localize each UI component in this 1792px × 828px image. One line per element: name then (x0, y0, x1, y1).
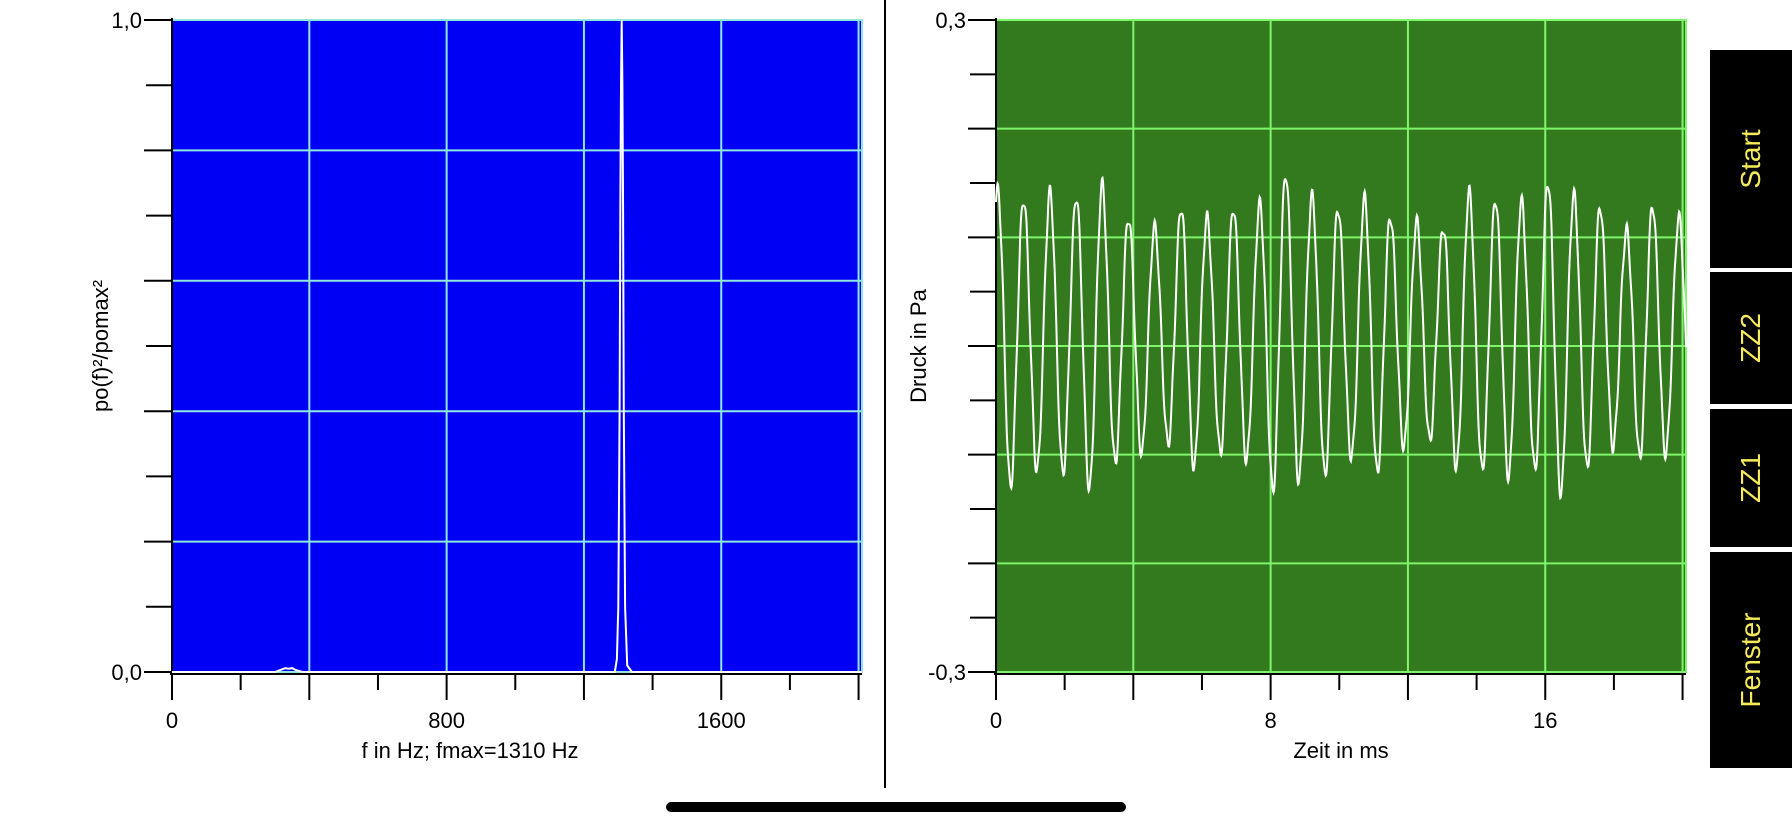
pressure-x-axis-title: Zeit in ms (1293, 738, 1388, 763)
zz1-button[interactable]: ZZ1 (1710, 409, 1792, 547)
spectrum-axis (144, 18, 862, 700)
start-button-label: Start (1735, 129, 1766, 189)
zz2-button-label: ZZ2 (1735, 313, 1766, 363)
spectrum-x-tick-0: 0 (166, 708, 178, 733)
pressure-x-tick-1: 8 (1265, 708, 1277, 733)
spectrum-chart: 0 800 1600 0,0 1,0 f in Hz; fmax=1310 Hz… (88, 8, 863, 763)
fenster-button[interactable]: Fenster (1710, 552, 1792, 768)
pressure-axis (968, 18, 1686, 700)
pressure-x-tick-2: 16 (1533, 708, 1557, 733)
spectrum-x-tick-1: 800 (428, 708, 465, 733)
pressure-tick-labels: 0 8 16 -0,3 0,3 (928, 8, 1557, 733)
start-button[interactable]: Start (1710, 50, 1792, 268)
spectrum-x-axis-title: f in Hz; fmax=1310 Hz (361, 738, 578, 763)
spectrum-x-tick-2: 1600 (697, 708, 746, 733)
pressure-chart: 0 8 16 -0,3 0,3 Zeit in ms Druck in Pa (906, 8, 1687, 763)
zz2-button[interactable]: ZZ2 (1710, 272, 1792, 404)
home-indicator (666, 802, 1126, 812)
pressure-x-tick-0: 0 (990, 708, 1002, 733)
spectrum-y-tick-0: 0,0 (111, 660, 142, 685)
panel-divider (884, 0, 886, 788)
spectrum-grid (171, 19, 863, 673)
spectrum-series-line (172, 19, 862, 673)
spectrum-plot-area (172, 20, 862, 672)
pressure-y-tick-0: -0,3 (928, 660, 966, 685)
spectrum-y-axis-title: po(f)²/pomax² (88, 280, 113, 412)
pressure-y-axis-title: Druck in Pa (906, 288, 931, 402)
pressure-series-line (995, 175, 1687, 501)
pressure-y-tick-1: 0,3 (935, 8, 966, 33)
zz1-button-label: ZZ1 (1735, 453, 1766, 503)
spectrum-tick-labels: 0 800 1600 0,0 1,0 (111, 8, 745, 733)
spectrum-y-tick-1: 1,0 (111, 8, 142, 33)
fenster-button-label: Fenster (1735, 612, 1766, 708)
